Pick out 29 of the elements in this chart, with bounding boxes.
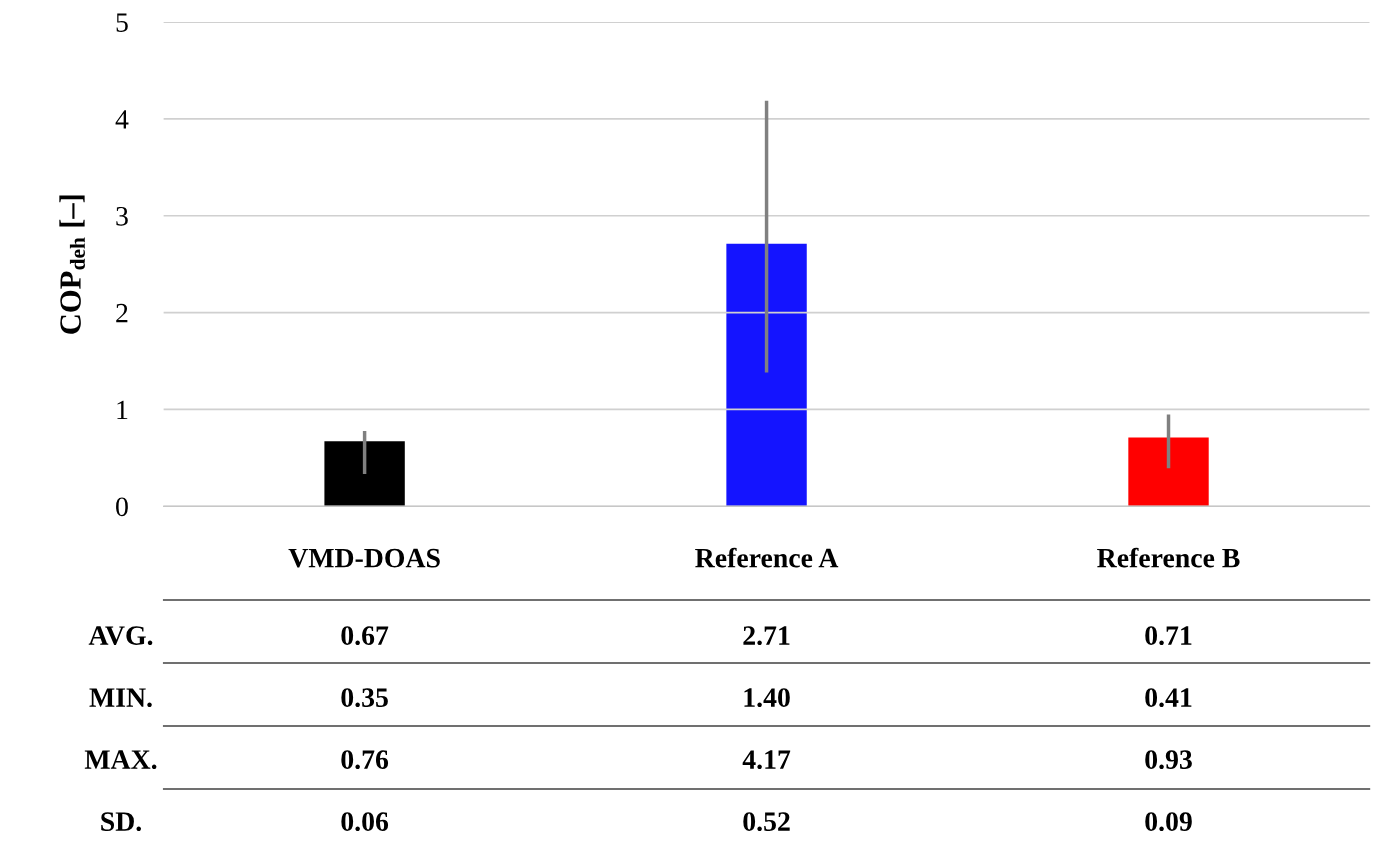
- y-tick-label: 4: [115, 110, 129, 129]
- text: 0.52: [743, 812, 790, 832]
- x-tick-label: Reference A: [695, 547, 839, 568]
- text: AVG.: [88, 626, 153, 646]
- x-tick-label: VMD-DOAS: [288, 548, 440, 568]
- text: 0.93: [1145, 750, 1192, 770]
- bar: [726, 243, 807, 507]
- y-tick-label: 3: [116, 206, 128, 226]
- text: SD.: [101, 812, 142, 832]
- text: 0.76: [341, 750, 389, 770]
- y-tick-label: 5: [116, 13, 128, 32]
- text: MAX.: [84, 750, 157, 770]
- y-tick-label: 1: [117, 400, 128, 420]
- x-tick-label: Reference B: [1097, 547, 1240, 568]
- y-tick-label: 0: [116, 497, 128, 517]
- bar: [324, 441, 405, 507]
- y-axis-title: COP$_{deh}$ [–]: [59, 195, 85, 334]
- text: 1.40: [744, 688, 790, 708]
- text: 0.09: [1145, 812, 1192, 832]
- text: 0.06: [341, 812, 389, 832]
- bar: [1128, 437, 1209, 507]
- y-tick-label: 2: [116, 303, 128, 323]
- data-label: 2.71: [743, 626, 790, 646]
- text: 4.17: [742, 750, 791, 770]
- data-label: 0.67: [341, 626, 389, 646]
- text: 0.41: [1145, 688, 1192, 708]
- data-label: 0.71: [1145, 626, 1192, 646]
- text: MIN.: [89, 688, 152, 708]
- text: 0.35: [341, 688, 388, 708]
